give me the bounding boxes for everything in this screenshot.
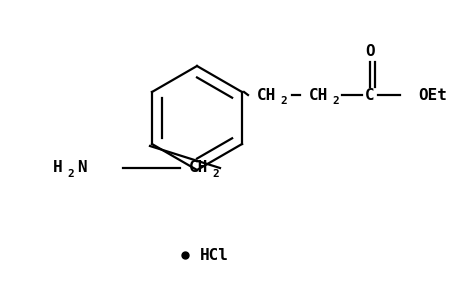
Text: 2: 2 <box>67 169 74 179</box>
Text: 2: 2 <box>280 96 287 106</box>
Text: H: H <box>53 160 63 175</box>
Text: HCl: HCl <box>200 247 229 262</box>
Text: 2: 2 <box>212 169 219 179</box>
Text: C: C <box>365 88 375 103</box>
Text: N: N <box>77 160 87 175</box>
Text: CH: CH <box>257 88 276 103</box>
Text: O: O <box>365 45 375 60</box>
Text: CH: CH <box>189 160 208 175</box>
Text: 2: 2 <box>332 96 339 106</box>
Text: OEt: OEt <box>418 88 447 103</box>
Text: CH: CH <box>309 88 328 103</box>
